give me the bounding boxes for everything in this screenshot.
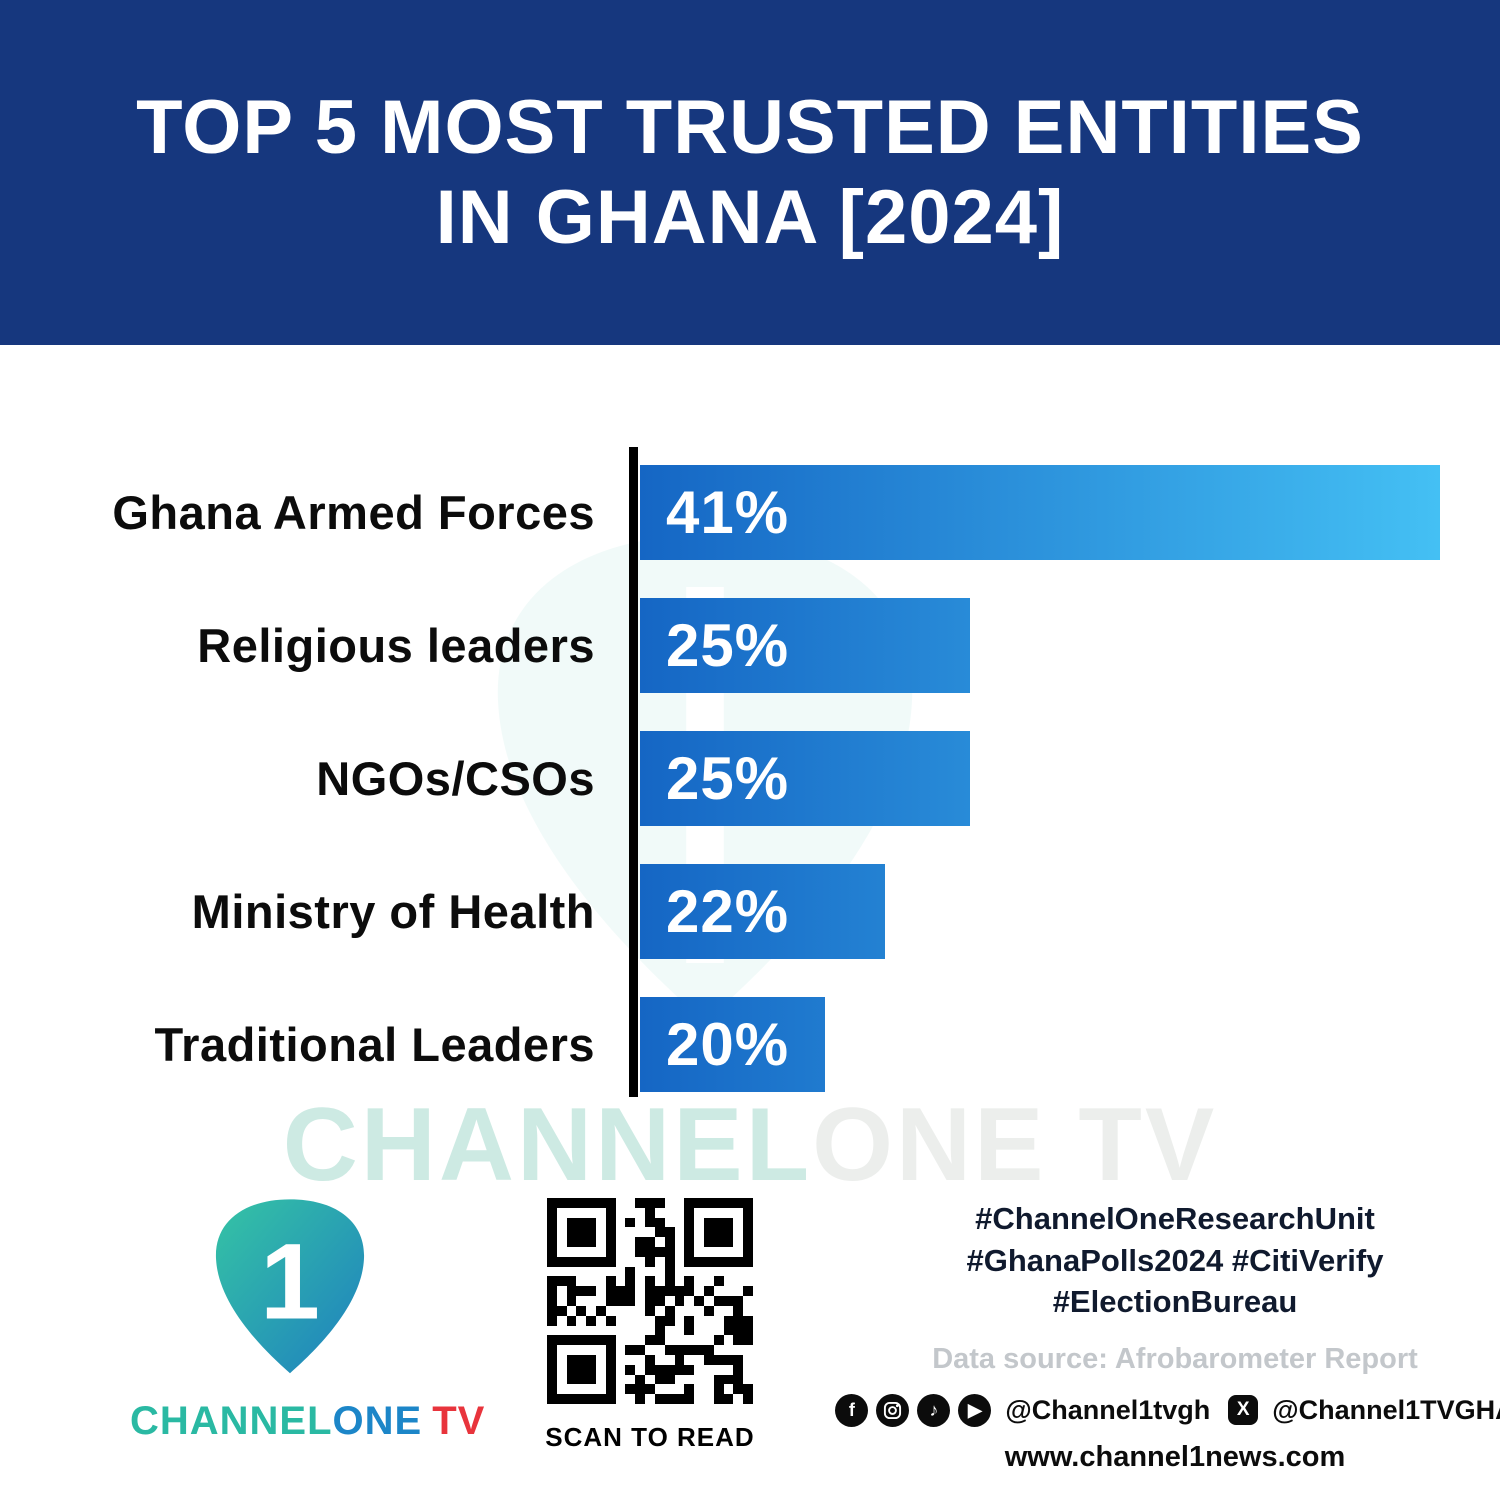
chart-row: NGOs/CSOs 25% <box>0 731 1500 826</box>
hashtag-line-3: #ElectionBureau <box>1052 1284 1298 1320</box>
header-banner: TOP 5 MOST TRUSTED ENTITIES IN GHANA [20… <box>0 0 1500 345</box>
wordmark-one: ONE <box>332 1399 423 1443</box>
bar-value-label: 20% <box>666 1011 790 1078</box>
chart-row: Religious leaders 25% <box>0 598 1500 693</box>
category-label: Ghana Armed Forces <box>112 486 595 539</box>
bar-chart: Ghana Armed Forces 41% Religious leaders 25… <box>0 465 1500 1105</box>
footer-info-block: #ChannelOneResearchUnit #GhanaPolls2024 … <box>835 1198 1500 1474</box>
social-row: f ♪ ▶ @Channel1tvgh X @Channel1TVGHA <box>835 1393 1500 1427</box>
bar: 20% <box>640 997 825 1092</box>
qr-caption: SCAN TO READ <box>545 1422 755 1452</box>
wordmark-tv: TV <box>432 1399 486 1443</box>
x-twitter-icon: X <box>1228 1395 1259 1426</box>
page-title-line-1: TOP 5 MOST TRUSTED ENTITIES <box>136 85 1364 171</box>
social-handle-x: @Channel1TVGHA <box>1272 1394 1500 1425</box>
bar-value-label: 25% <box>666 612 790 679</box>
website-url: www.channel1news.com <box>1004 1440 1346 1473</box>
facebook-icon: f <box>835 1393 869 1427</box>
hashtag-line-1: #ChannelOneResearchUnit <box>975 1201 1375 1236</box>
channel-one-logo-block: 1 CHANNELONE TV <box>130 1192 484 1444</box>
wordmark-channel: CHANNEL <box>130 1399 333 1443</box>
hashtag-line-2: #GhanaPolls2024 #CitiVerify <box>966 1242 1384 1278</box>
chart-row: Ministry of Health 22% <box>0 864 1500 959</box>
bar: 25% <box>640 598 970 693</box>
instagram-icon <box>876 1393 910 1427</box>
tiktok-icon: ♪ <box>917 1393 951 1427</box>
bar-value-label: 22% <box>666 878 790 945</box>
data-source-text: Data source: Afrobarometer Report <box>932 1342 1418 1375</box>
chart-row: Traditional Leaders 20% <box>0 997 1500 1092</box>
bar: 41% <box>640 465 1440 560</box>
chart-row: Ghana Armed Forces 41% <box>0 465 1500 560</box>
channel-one-pick-logo-icon: 1 <box>215 1199 365 1374</box>
category-label: Ministry of Health <box>191 885 595 938</box>
category-label: NGOs/CSOs <box>316 752 595 805</box>
page-title-line-2: IN GHANA [2024] <box>435 174 1065 260</box>
category-label: Traditional Leaders <box>154 1018 595 1071</box>
category-label: Religious leaders <box>197 619 595 672</box>
bar: 22% <box>640 864 885 959</box>
youtube-icon: ▶ <box>958 1393 992 1427</box>
qr-block: SCAN TO READ <box>538 1198 762 1453</box>
bar-value-label: 41% <box>666 479 790 546</box>
bar-value-label: 25% <box>666 745 790 812</box>
channel-one-wordmark: CHANNELONE TV <box>130 1399 484 1444</box>
qr-code <box>547 1198 753 1404</box>
bar: 25% <box>640 731 970 826</box>
logo-one-glyph: 1 <box>260 1222 320 1342</box>
chart-axis <box>629 447 638 1097</box>
social-handle-primary: @Channel1tvgh <box>1005 1394 1211 1425</box>
